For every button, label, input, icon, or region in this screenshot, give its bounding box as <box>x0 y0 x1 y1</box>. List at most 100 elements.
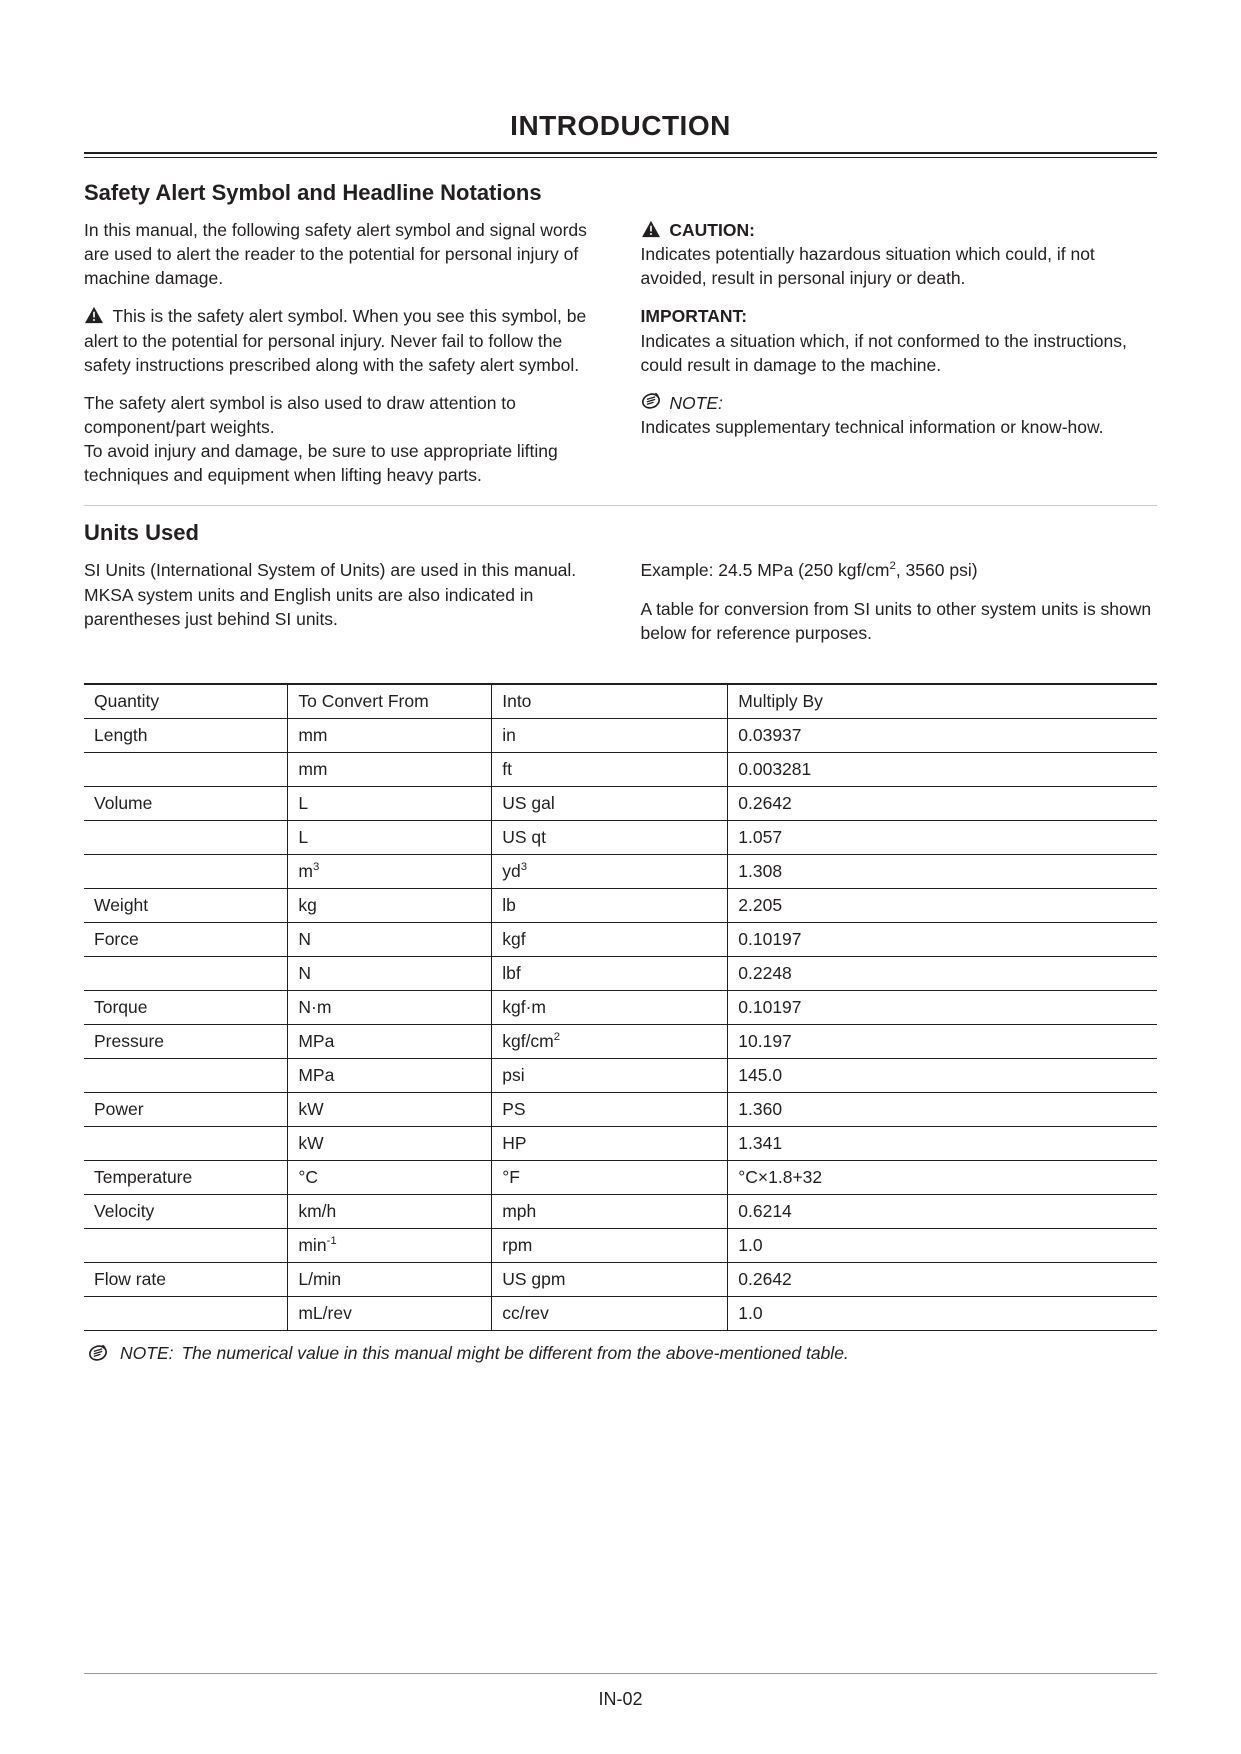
cell-quantity: Length <box>84 718 288 752</box>
cell-into: kgf·m <box>492 990 728 1024</box>
th-quantity: Quantity <box>84 684 288 719</box>
page-number: IN-02 <box>0 1689 1241 1710</box>
cell-from: L/min <box>288 1262 492 1296</box>
table-row: kWHP1.341 <box>84 1126 1157 1160</box>
table-row: LUS qt1.057 <box>84 820 1157 854</box>
cell-multiply: 0.2248 <box>728 956 1157 990</box>
cell-from: mm <box>288 718 492 752</box>
section1-left-p2: This is the safety alert symbol. When yo… <box>84 306 586 374</box>
section1-left-p4: To avoid injury and damage, be sure to u… <box>84 439 601 487</box>
cell-from: min-1 <box>288 1228 492 1262</box>
cell-multiply: 2.205 <box>728 888 1157 922</box>
cell-from: mm <box>288 752 492 786</box>
section2-right-p2: A table for conversion from SI units to … <box>641 597 1158 645</box>
table-row: MPapsi145.0 <box>84 1058 1157 1092</box>
section2-heading: Units Used <box>84 520 1157 546</box>
cell-into: °F <box>492 1160 728 1194</box>
cell-into: US gal <box>492 786 728 820</box>
cell-quantity: Torque <box>84 990 288 1024</box>
footnote-label: NOTE: <box>120 1343 173 1364</box>
table-row: Nlbf0.2248 <box>84 956 1157 990</box>
note-icon <box>88 1343 108 1364</box>
cell-quantity: Power <box>84 1092 288 1126</box>
cell-quantity: Weight <box>84 888 288 922</box>
cell-multiply: 10.197 <box>728 1024 1157 1058</box>
table-row: Weightkglb2.205 <box>84 888 1157 922</box>
important-label: IMPORTANT: <box>641 306 748 326</box>
cell-into: in <box>492 718 728 752</box>
table-row: mL/revcc/rev1.0 <box>84 1296 1157 1330</box>
cell-multiply: 0.2642 <box>728 1262 1157 1296</box>
conversion-table: Quantity To Convert From Into Multiply B… <box>84 683 1157 1331</box>
section2-left: SI Units (International System of Units)… <box>84 558 601 630</box>
cell-into: rpm <box>492 1228 728 1262</box>
cell-quantity <box>84 752 288 786</box>
cell-quantity <box>84 1296 288 1330</box>
cell-from: MPa <box>288 1058 492 1092</box>
cell-into: US qt <box>492 820 728 854</box>
section1-heading: Safety Alert Symbol and Headline Notatio… <box>84 180 1157 206</box>
th-into: Into <box>492 684 728 719</box>
cell-into: kgf <box>492 922 728 956</box>
table-row: Velocitykm/hmph0.6214 <box>84 1194 1157 1228</box>
note-block: NOTE: Indicates supplementary technical … <box>641 391 1158 439</box>
cell-quantity: Flow rate <box>84 1262 288 1296</box>
caution-block: CAUTION: Indicates potentially hazardous… <box>641 218 1158 290</box>
table-row: Temperature°C°F°C×1.8+32 <box>84 1160 1157 1194</box>
section2-columns: SI Units (International System of Units)… <box>84 558 1157 644</box>
note-label: NOTE: <box>669 393 722 413</box>
cell-into: mph <box>492 1194 728 1228</box>
caution-body: Indicates potentially hazardous situatio… <box>641 244 1095 288</box>
cell-into: yd3 <box>492 854 728 888</box>
cell-quantity <box>84 956 288 990</box>
cell-multiply: 0.10197 <box>728 990 1157 1024</box>
important-body: Indicates a situation which, if not conf… <box>641 331 1127 375</box>
section1-left-p3: The safety alert symbol is also used to … <box>84 391 601 439</box>
table-header-row: Quantity To Convert From Into Multiply B… <box>84 684 1157 719</box>
cell-multiply: 0.10197 <box>728 922 1157 956</box>
section1-right-col: CAUTION: Indicates potentially hazardous… <box>641 218 1158 487</box>
cell-into: HP <box>492 1126 728 1160</box>
section-divider <box>84 505 1157 506</box>
table-row: m3yd31.308 <box>84 854 1157 888</box>
cell-into: psi <box>492 1058 728 1092</box>
cell-into: US gpm <box>492 1262 728 1296</box>
cell-from: kg <box>288 888 492 922</box>
warning-icon <box>641 220 661 238</box>
cell-quantity: Force <box>84 922 288 956</box>
section1-left-col: In this manual, the following safety ale… <box>84 218 601 487</box>
footer-rule <box>84 1673 1157 1674</box>
cell-quantity <box>84 1126 288 1160</box>
cell-into: lb <box>492 888 728 922</box>
cell-from: L <box>288 786 492 820</box>
table-row: min-1rpm1.0 <box>84 1228 1157 1262</box>
cell-from: °C <box>288 1160 492 1194</box>
section2-right-col: Example: 24.5 MPa (250 kgf/cm2, 3560 psi… <box>641 558 1158 644</box>
cell-quantity: Volume <box>84 786 288 820</box>
table-row: TorqueN·mkgf·m0.10197 <box>84 990 1157 1024</box>
table-row: PowerkWPS1.360 <box>84 1092 1157 1126</box>
cell-from: MPa <box>288 1024 492 1058</box>
cell-quantity <box>84 1058 288 1092</box>
cell-into: PS <box>492 1092 728 1126</box>
page-title: INTRODUCTION <box>84 110 1157 152</box>
cell-multiply: 1.0 <box>728 1296 1157 1330</box>
cell-into: cc/rev <box>492 1296 728 1330</box>
cell-quantity: Pressure <box>84 1024 288 1058</box>
note-body: Indicates supplementary technical inform… <box>641 417 1104 437</box>
cell-from: N <box>288 956 492 990</box>
cell-multiply: 1.0 <box>728 1228 1157 1262</box>
caution-label: CAUTION: <box>669 220 755 240</box>
cell-multiply: 1.360 <box>728 1092 1157 1126</box>
th-mult: Multiply By <box>728 684 1157 719</box>
cell-into: kgf/cm2 <box>492 1024 728 1058</box>
footnote: NOTE: The numerical value in this manual… <box>84 1343 1157 1364</box>
note-icon <box>641 391 661 411</box>
section1-left-p2-wrap: This is the safety alert symbol. When yo… <box>84 304 601 376</box>
cell-multiply: 1.308 <box>728 854 1157 888</box>
example-prefix: Example: 24.5 MPa (250 kgf/cm <box>641 560 890 580</box>
cell-multiply: 0.003281 <box>728 752 1157 786</box>
example-suffix: , 3560 psi) <box>896 560 978 580</box>
cell-from: kW <box>288 1126 492 1160</box>
cell-from: N·m <box>288 990 492 1024</box>
